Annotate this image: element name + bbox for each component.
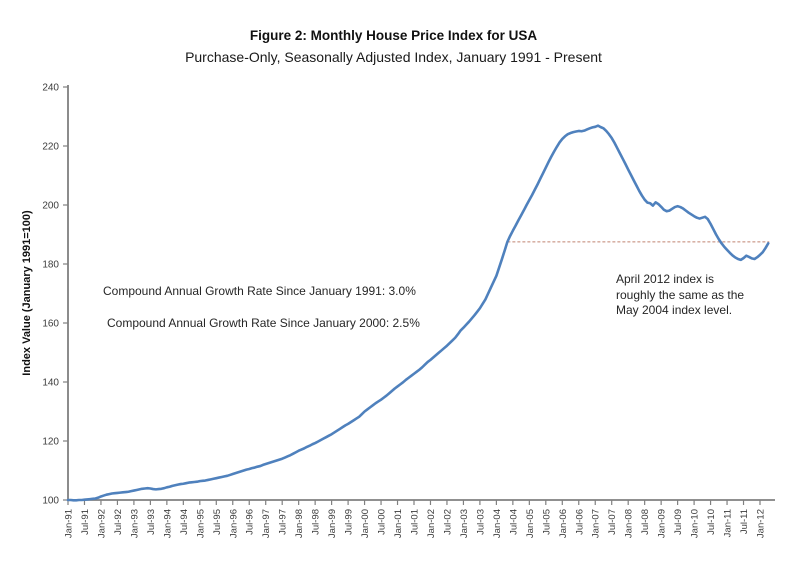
cagr-1991-note: Compound Annual Growth Rate Since Januar…	[103, 284, 416, 298]
y-tick-label: 220	[42, 142, 59, 153]
x-tick-label: Jan-11	[723, 509, 734, 537]
x-tick-label: Jul-06	[574, 509, 585, 535]
figure-title: Figure 2: Monthly House Price Index for …	[249, 28, 538, 43]
x-tick-label: Jul-07	[607, 509, 618, 535]
x-tick-label: Jul-94	[179, 509, 190, 535]
x-tick-label: Jul-91	[80, 509, 91, 535]
x-tick-label: Jan-10	[690, 509, 701, 538]
x-tick-label: Jul-99	[344, 509, 355, 535]
x-tick-label: Jan-03	[459, 509, 470, 538]
y-tick-label: 200	[42, 201, 59, 212]
x-tick-label: Jul-08	[640, 509, 651, 535]
x-tick-label: Jan-09	[657, 509, 668, 538]
x-tick-label: Jan-07	[591, 509, 602, 538]
x-tick-label: Jul-05	[541, 509, 552, 535]
x-tick-label: Jan-02	[426, 509, 437, 538]
x-tick-label: Jan-01	[393, 509, 404, 538]
x-tick-label: Jan-99	[327, 509, 338, 538]
y-tick-label: 160	[42, 319, 59, 330]
x-tick-label: Jan-08	[624, 509, 635, 538]
x-tick-label: Jan-91	[64, 509, 75, 538]
x-tick-label: Jul-98	[311, 509, 322, 535]
x-tick-label: Jan-95	[195, 509, 206, 538]
x-tick-label: Jan-05	[525, 509, 536, 538]
x-tick-label: Jul-97	[278, 509, 289, 535]
y-tick-label: 180	[42, 260, 59, 271]
x-tick-label: Jan-98	[294, 509, 305, 538]
x-tick-label: Jan-96	[228, 509, 239, 538]
hpi-line-series	[66, 124, 770, 502]
x-tick-label: Jul-10	[706, 509, 717, 535]
y-tick-label: 140	[42, 378, 59, 389]
x-tick-label: Jul-93	[146, 509, 157, 535]
x-tick-label: Jul-95	[212, 509, 223, 535]
x-tick-label: Jul-04	[508, 509, 519, 535]
y-tick-label: 120	[42, 437, 59, 448]
y-tick-label: 240	[42, 83, 59, 94]
x-tick-label: Jan-93	[129, 509, 140, 538]
x-tick-label: Jul-11	[739, 509, 750, 534]
x-tick-label: Jan-06	[558, 509, 569, 538]
y-tick-label: 100	[42, 496, 59, 507]
x-tick-label: Jul-92	[113, 509, 124, 535]
cagr-2000-note: Compound Annual Growth Rate Since Januar…	[107, 316, 420, 330]
x-tick-label: Jan-94	[162, 509, 173, 538]
x-tick-label: Jul-96	[245, 509, 256, 535]
x-tick-label: Jan-00	[360, 509, 371, 538]
x-tick-label: Jan-12	[756, 509, 767, 538]
april-2012-note: April 2012 index is roughly the same as …	[616, 272, 745, 317]
x-tick-label: Jan-92	[96, 509, 107, 538]
x-tick-label: Jul-02	[442, 509, 453, 535]
x-tick-label: Jul-03	[475, 509, 486, 535]
x-tick-label: Jan-04	[492, 509, 503, 538]
x-tick-label: Jan-97	[261, 509, 272, 538]
x-tick-label: Jul-01	[410, 509, 421, 535]
figure-subtitle: Purchase-Only, Seasonally Adjusted Index…	[185, 49, 602, 65]
x-tick-label: Jul-09	[673, 509, 684, 535]
x-tick-label: Jul-00	[377, 509, 388, 535]
